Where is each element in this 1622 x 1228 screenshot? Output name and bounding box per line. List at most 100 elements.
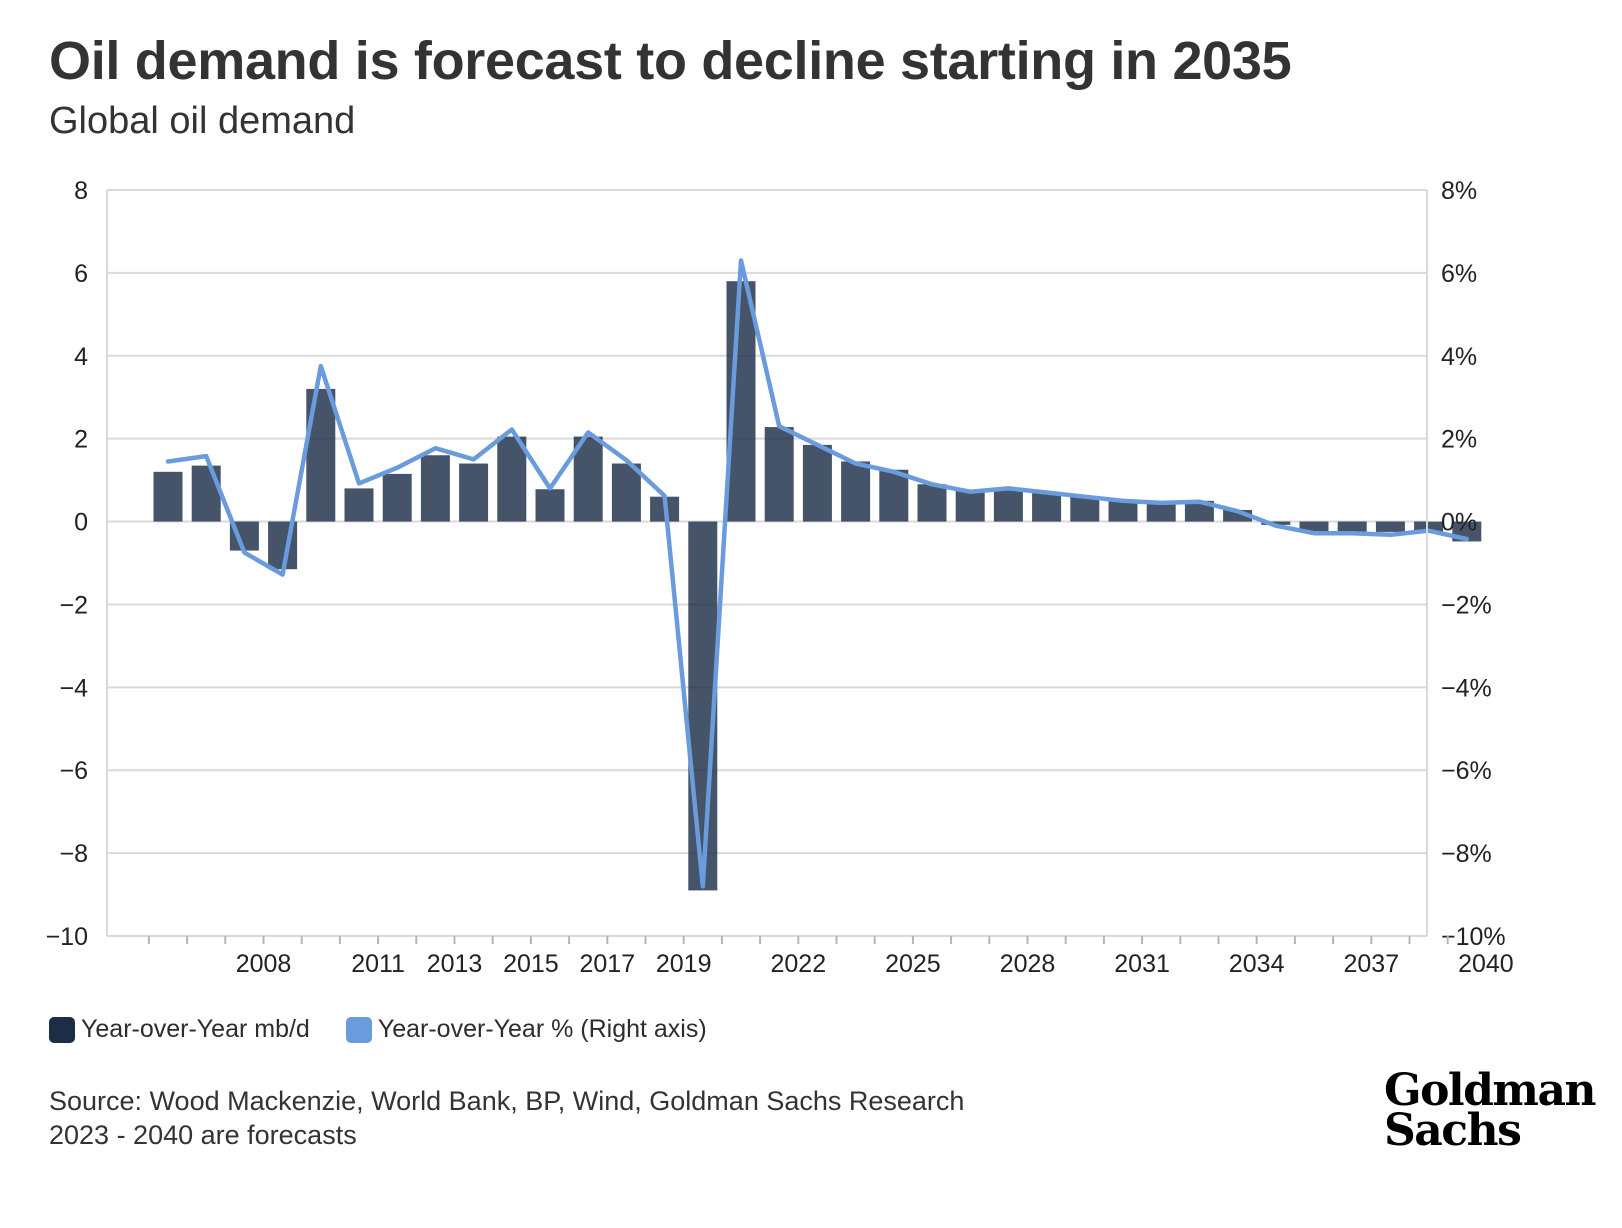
line-point-2011: [358, 482, 360, 484]
bar-2033: [1184, 500, 1214, 522]
bar-2006: [153, 471, 183, 522]
line-point-2009: [282, 574, 284, 576]
line-point-2018: [625, 459, 627, 461]
x-tick-label: 2019: [656, 950, 712, 978]
y-tick-label-left: −6: [59, 757, 88, 785]
y-tick-label-right: 4%: [1441, 343, 1477, 371]
y-tick-label-right: 8%: [1441, 177, 1477, 205]
x-tick-label: 2028: [1000, 950, 1056, 978]
bar-2027: [955, 490, 985, 522]
line-point-2023: [816, 444, 818, 446]
y-tick-label-left: 6: [74, 260, 88, 288]
line-point-2038: [1389, 534, 1391, 536]
line-point-2013: [434, 447, 436, 449]
logo-line-2: Sachs: [1384, 1105, 1522, 1156]
y-tick-label-left: −2: [59, 591, 88, 619]
y-tick-label-left: 4: [74, 343, 88, 371]
bar-2038: [1375, 521, 1405, 532]
line-point-2019: [664, 495, 666, 497]
line-point-2027: [969, 491, 971, 493]
x-tick-label: 2015: [503, 950, 559, 978]
bar-2026: [917, 484, 947, 522]
legend-item-line[interactable]: Year-over-Year % (Right axis): [345, 1015, 707, 1044]
bar-2013: [420, 455, 450, 522]
bar-2028: [993, 487, 1023, 522]
line-point-2028: [1007, 487, 1009, 489]
line-point-2024: [855, 463, 857, 465]
bar-2037: [1337, 521, 1367, 532]
y-tick-label-left: 0: [74, 509, 88, 537]
legend: Year-over-Year mb/d Year-over-Year % (Ri…: [49, 1015, 743, 1044]
axes: 8 8% 6 6% 4 4% 2 2% 0 0% −2 −2% −4 −4% −6 −6% −8 −8% −10 −1…: [46, 177, 1514, 978]
source-note: Source: Wood Mackenzie, World Bank, BP, …: [49, 1084, 964, 1152]
legend-swatch-bars: [49, 1016, 75, 1043]
line-series: [165, 258, 1470, 889]
bar-2014: [459, 463, 489, 522]
line-point-2006: [167, 460, 169, 462]
logo-line-1: Goldman: [1384, 1065, 1596, 1116]
y-tick-label-right: −10%: [1441, 923, 1506, 951]
x-tick-label: 2017: [579, 950, 635, 978]
yoy-percent-line: [165, 258, 1470, 889]
y-tick-label-left: −8: [59, 840, 88, 868]
line-point-2034: [1237, 510, 1239, 512]
y-tick-label-left: 2: [74, 426, 88, 454]
line-point-2033: [1198, 501, 1200, 503]
legend-label-bars: Year-over-Year mb/d: [81, 1015, 310, 1043]
bar-2012: [382, 473, 412, 522]
x-tick-label: 2031: [1114, 950, 1170, 978]
source-text: Source: Wood Mackenzie, World Bank, BP, …: [49, 1086, 965, 1116]
bar-2023: [802, 444, 832, 522]
y-tick-label-right: −6%: [1441, 757, 1492, 785]
line-point-2025: [893, 471, 895, 473]
x-tick-label: 2037: [1343, 950, 1399, 978]
bar-2010: [306, 388, 336, 522]
bar-2032: [1146, 502, 1176, 522]
y-tick-label-right: −4%: [1441, 674, 1492, 702]
x-tick-label: 2040: [1458, 950, 1514, 978]
y-tick-label-right: −2%: [1441, 591, 1492, 619]
x-tick-label: 2022: [770, 950, 826, 978]
x-tick-label: 2025: [885, 950, 941, 978]
bar-2029: [1032, 492, 1062, 522]
chart-plot: 8 8% 6 6% 4 4% 2 2% 0 0% −2 −2% −4 −4% −6 −6% −8 −8% −10 −1…: [46, 177, 1514, 978]
y-tick-label-right: −8%: [1441, 840, 1492, 868]
x-tick-label: 2008: [236, 950, 292, 978]
legend-swatch-line: [345, 1016, 372, 1043]
line-point-2039: [1428, 530, 1430, 532]
bar-2018: [611, 463, 641, 522]
bar-2007: [191, 465, 221, 522]
line-point-2026: [931, 483, 933, 485]
line-point-2008: [243, 552, 245, 554]
y-tick-label-right: 6%: [1441, 260, 1477, 288]
bar-2025: [879, 469, 909, 522]
bar-2024: [841, 461, 871, 522]
line-point-2037: [1351, 532, 1353, 534]
line-point-2040: [1466, 538, 1468, 540]
bar-2035: [1261, 521, 1291, 525]
legend-label-line: Year-over-Year % (Right axis): [377, 1015, 707, 1043]
bar-2022: [764, 427, 794, 522]
line-point-2029: [1046, 492, 1048, 494]
legend-item-bars[interactable]: Year-over-Year mb/d: [49, 1015, 310, 1044]
bar-2036: [1299, 521, 1329, 532]
bar-2016: [535, 489, 565, 522]
forecast-note: 2023 - 2040 are forecasts: [49, 1120, 357, 1150]
x-tick-label: 2034: [1229, 950, 1285, 978]
line-point-2030: [1084, 496, 1086, 498]
x-tick-label: 2011: [351, 950, 405, 978]
line-point-2016: [549, 487, 551, 489]
line-point-2020: [702, 885, 704, 887]
line-point-2017: [587, 431, 589, 433]
line-point-2022: [778, 425, 780, 427]
bar-2039: [1414, 521, 1444, 532]
line-point-2014: [473, 458, 475, 460]
bar-2031: [1108, 500, 1138, 522]
x-tick-label: 2013: [427, 950, 483, 978]
bar-2017: [573, 436, 603, 522]
chart-subtitle: Global oil demand: [49, 100, 356, 142]
line-point-2031: [1122, 500, 1124, 502]
line-point-2021: [740, 259, 742, 261]
bar-series: [153, 281, 1482, 891]
y-tick-label-right: 0%: [1441, 509, 1477, 537]
